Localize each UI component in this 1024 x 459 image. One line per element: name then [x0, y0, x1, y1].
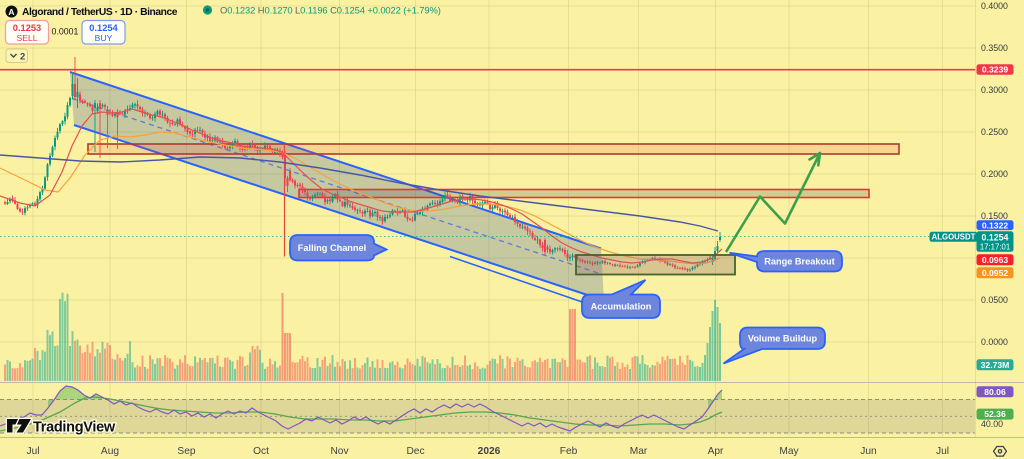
svg-text:Mar: Mar: [630, 446, 648, 457]
svg-text:Nov: Nov: [330, 446, 349, 457]
svg-text:0.3500: 0.3500: [981, 43, 1008, 53]
svg-text:80.06: 80.06: [984, 387, 1006, 397]
svg-text:0.4000: 0.4000: [981, 1, 1008, 11]
svg-text:ALGOUSDT: ALGOUSDT: [932, 233, 976, 242]
svg-text:Aug: Aug: [101, 446, 119, 457]
svg-text:SELL: SELL: [16, 33, 37, 43]
svg-text:0.3239: 0.3239: [982, 65, 1009, 75]
svg-text:0.0001: 0.0001: [52, 27, 79, 37]
svg-text:Jul: Jul: [26, 446, 39, 457]
svg-text:May: May: [779, 446, 799, 457]
svg-text:0.2000: 0.2000: [981, 169, 1008, 179]
svg-text:Jul: Jul: [936, 446, 949, 457]
svg-text:Apr: Apr: [708, 446, 724, 457]
svg-text:0.0952: 0.0952: [982, 268, 1009, 278]
svg-text:TradingView: TradingView: [33, 420, 116, 436]
svg-text:Range Breakout: Range Breakout: [764, 257, 834, 267]
svg-text:0.1500: 0.1500: [981, 211, 1008, 221]
svg-text:0.1253: 0.1253: [13, 23, 41, 33]
svg-text:O0.1232 H0.1270 L0.1196 C0.125: O0.1232 H0.1270 L0.1196 C0.1254 +0.0022 …: [220, 5, 441, 16]
svg-text:Volume Buildup: Volume Buildup: [748, 334, 818, 344]
svg-text:0.0500: 0.0500: [981, 295, 1008, 305]
svg-text:2: 2: [20, 52, 25, 63]
svg-text:BUY: BUY: [95, 33, 113, 43]
svg-text:Oct: Oct: [253, 446, 269, 457]
svg-text:0.1254: 0.1254: [89, 23, 118, 33]
svg-text:2026: 2026: [478, 446, 501, 457]
svg-text:40.00: 40.00: [981, 419, 1003, 429]
svg-text:Dec: Dec: [406, 446, 424, 457]
svg-text:A: A: [8, 7, 14, 17]
svg-text:0.3000: 0.3000: [981, 85, 1008, 95]
svg-text:Sep: Sep: [177, 446, 195, 457]
svg-text:32.73M: 32.73M: [981, 360, 1010, 370]
svg-text:Jun: Jun: [860, 446, 876, 457]
svg-text:0.1254: 0.1254: [982, 232, 1009, 242]
svg-text:Feb: Feb: [560, 446, 578, 457]
svg-text:17:17:01: 17:17:01: [980, 243, 1010, 252]
svg-text:Algorand / TetherUS · 1D · Bin: Algorand / TetherUS · 1D · Binance: [22, 7, 178, 18]
svg-text:0.2500: 0.2500: [981, 127, 1008, 137]
svg-text:0.0963: 0.0963: [982, 255, 1009, 265]
svg-text:Falling Channel: Falling Channel: [298, 243, 366, 253]
svg-text:52.36: 52.36: [984, 409, 1006, 419]
svg-text:0.0000: 0.0000: [981, 337, 1008, 347]
svg-text:0.1322: 0.1322: [982, 220, 1009, 230]
svg-text:Accumulation: Accumulation: [591, 302, 652, 312]
